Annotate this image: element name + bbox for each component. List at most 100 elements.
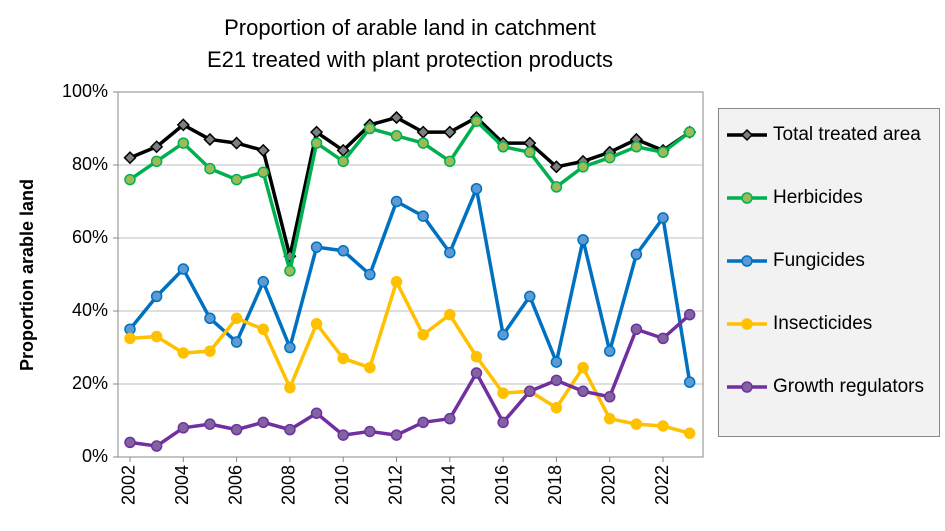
y-axis-label: Proportion arable land <box>17 179 37 371</box>
data-point <box>657 420 669 432</box>
data-point <box>256 143 270 157</box>
data-point <box>470 115 483 127</box>
data-point <box>364 361 376 374</box>
data-point <box>310 137 323 149</box>
data-point <box>470 367 483 379</box>
legend-swatch <box>727 192 767 204</box>
data-point <box>204 345 216 357</box>
data-point <box>524 146 536 158</box>
series-line <box>129 119 691 273</box>
data-point <box>603 345 616 357</box>
data-point <box>443 125 457 139</box>
data-point <box>417 416 429 429</box>
legend-entry: Fungicides <box>725 247 939 310</box>
x-tick-label: 2020 <box>598 465 618 505</box>
data-point <box>603 391 616 403</box>
data-point <box>203 132 217 147</box>
data-point <box>549 160 563 174</box>
data-point <box>550 374 563 387</box>
plot-frame <box>117 91 704 458</box>
data-point <box>257 416 270 429</box>
data-point <box>177 263 190 275</box>
y-tick-label: 40% <box>72 300 108 320</box>
data-point <box>337 155 349 168</box>
data-point <box>524 385 536 398</box>
data-point <box>230 336 243 348</box>
legend-label: Total treated area <box>773 124 921 145</box>
data-point <box>204 418 216 430</box>
data-point <box>390 130 403 142</box>
data-point <box>204 312 216 325</box>
data-point <box>150 330 163 343</box>
data-point <box>497 141 509 153</box>
data-point <box>630 418 643 430</box>
legend: Total treated area Herbicides Fungicides In… <box>718 108 940 437</box>
legend-marker <box>741 381 753 393</box>
data-point <box>444 412 456 425</box>
data-point <box>630 323 643 335</box>
x-tick-label: 2012 <box>385 465 405 505</box>
data-point <box>230 173 243 186</box>
data-point <box>230 423 243 436</box>
data-point <box>657 332 669 345</box>
data-point <box>257 323 270 335</box>
data-point <box>417 210 429 222</box>
legend-entry: Total treated area <box>725 121 939 184</box>
data-point <box>150 140 164 154</box>
data-point <box>577 385 589 398</box>
data-point <box>230 312 243 325</box>
series-line <box>129 115 691 258</box>
data-point <box>310 407 323 419</box>
data-point <box>389 110 404 125</box>
data-point <box>683 427 696 440</box>
x-tick-label: 2014 <box>439 465 459 505</box>
legend-label: Growth regulators <box>773 376 925 397</box>
data-point <box>364 268 376 281</box>
x-tick-label: 2022 <box>652 465 672 505</box>
data-point <box>497 416 509 429</box>
data-point <box>310 241 323 253</box>
data-point <box>683 376 696 388</box>
data-point <box>177 422 190 434</box>
data-point <box>124 332 136 345</box>
data-point <box>657 146 669 158</box>
data-point <box>257 276 270 288</box>
y-tick-label: 0% <box>82 446 108 466</box>
data-point <box>550 181 563 193</box>
data-point <box>150 155 163 168</box>
data-point <box>577 361 589 374</box>
data-point <box>284 265 296 277</box>
y-tick-label: 20% <box>72 373 108 393</box>
data-point <box>524 290 536 303</box>
legend-swatch <box>727 255 767 267</box>
data-point <box>177 347 190 359</box>
legend-entry: Insecticides <box>725 310 939 373</box>
data-point <box>630 141 643 153</box>
data-point <box>284 341 296 354</box>
data-point <box>257 166 270 179</box>
data-point <box>444 246 456 259</box>
data-point <box>337 429 349 441</box>
data-point <box>150 440 163 452</box>
data-point <box>470 350 483 363</box>
data-point <box>657 212 669 224</box>
legend-label: Fungicides <box>773 250 865 271</box>
x-tick-label: 2016 <box>492 465 512 505</box>
legend-label: Herbicides <box>773 187 863 208</box>
legend-swatch <box>727 318 767 330</box>
legend-entry: Herbicides <box>725 184 939 247</box>
data-point <box>230 136 244 150</box>
data-point <box>284 423 296 436</box>
data-point <box>550 401 563 414</box>
data-point <box>337 352 349 365</box>
x-tick-label: 2018 <box>545 465 565 505</box>
data-point <box>364 425 376 438</box>
data-point <box>337 245 349 257</box>
series-line <box>128 186 692 383</box>
x-tick-label: 2002 <box>119 465 139 505</box>
data-point <box>123 151 137 165</box>
legend-entry: Growth regulators <box>725 373 939 436</box>
y-tick-label: 100% <box>62 81 108 101</box>
data-point <box>603 412 616 425</box>
